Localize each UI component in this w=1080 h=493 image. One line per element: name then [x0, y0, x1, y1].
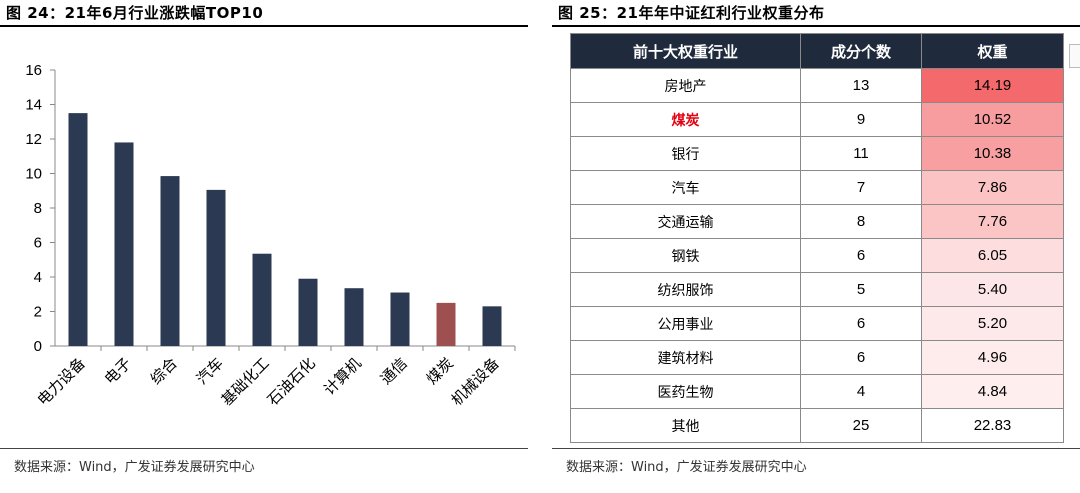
table-row: 其他 25 22.83 — [570, 408, 1064, 443]
bar — [160, 176, 180, 346]
bar — [436, 302, 456, 346]
left-figure: 图 24：21年6月行业涨跌幅TOP10 0 2 4 6 8 10 12 14 16 电力设备 电子… — [0, 0, 528, 493]
y-tick-label: 2 — [34, 304, 42, 321]
count-cell: 11 — [800, 136, 922, 171]
table-body: 房地产 13 14.19 煤炭 9 10.52 银行 11 10.38 汽车 7 7.86 交通运输 8 7… — [570, 68, 1064, 443]
table-row: 煤炭 9 10.52 — [570, 102, 1064, 137]
y-tick-label: 10 — [25, 166, 42, 183]
y-tick-label: 4 — [34, 269, 42, 286]
table-header-row: 前十大权重行业 成分个数 权重 — [570, 33, 1064, 69]
bar — [482, 306, 502, 346]
bar — [390, 292, 410, 346]
industry-cell: 钢铁 — [570, 238, 801, 273]
industry-cell: 煤炭 — [570, 102, 801, 137]
table-row: 钢铁 6 6.05 — [570, 238, 1064, 273]
weight-cell: 7.86 — [921, 170, 1064, 205]
y-tick-label: 12 — [25, 131, 42, 148]
header-count: 成分个数 — [800, 33, 922, 69]
bar — [344, 288, 364, 346]
weight-cell: 14.19 — [921, 68, 1064, 103]
bar — [298, 278, 318, 346]
y-tick-label: 0 — [34, 338, 42, 355]
industry-cell: 汽车 — [570, 170, 801, 205]
category-label: 综合 — [147, 354, 181, 388]
industry-cell: 纺织服饰 — [570, 272, 801, 307]
right-figure: 图 25：21年年中证红利行业权重分布 前十大权重行业 成分个数 权重 房地产 1… — [552, 0, 1080, 493]
industry-cell: 银行 — [570, 136, 801, 171]
industry-cell: 医药生物 — [570, 374, 801, 409]
y-tick-label: 8 — [34, 200, 42, 217]
category-label: 机械设备 — [448, 354, 503, 409]
table-row: 银行 11 10.38 — [570, 136, 1064, 171]
bar — [68, 113, 88, 346]
industry-cell: 交通运输 — [570, 204, 801, 239]
weight-cell: 22.83 — [921, 408, 1064, 443]
header-weight: 权重 — [921, 33, 1064, 69]
table-row: 房地产 13 14.19 — [570, 68, 1064, 103]
category-label: 电子 — [101, 354, 135, 388]
count-cell: 8 — [800, 204, 922, 239]
category-label: 汽车 — [193, 354, 227, 388]
count-cell: 5 — [800, 272, 922, 307]
table-row: 交通运输 8 7.76 — [570, 204, 1064, 239]
right-figure-title: 图 25：21年年中证红利行业权重分布 — [558, 4, 825, 22]
weight-cell: 4.96 — [921, 340, 1064, 375]
left-title-rule — [0, 25, 528, 27]
scroll-edge — [1069, 44, 1080, 68]
bar — [252, 253, 272, 346]
count-cell: 13 — [800, 68, 922, 103]
y-tick-label: 6 — [34, 235, 42, 252]
bar — [206, 189, 226, 346]
weight-table: 前十大权重行业 成分个数 权重 房地产 13 14.19 煤炭 9 10.52 银行 11 10… — [570, 33, 1064, 443]
header-industry: 前十大权重行业 — [570, 33, 801, 69]
count-cell: 25 — [800, 408, 922, 443]
count-cell: 4 — [800, 374, 922, 409]
category-label: 电力设备 — [34, 354, 89, 409]
left-bottom-rule — [0, 448, 528, 449]
count-cell: 6 — [800, 306, 922, 341]
count-cell: 7 — [800, 170, 922, 205]
right-title-rule — [552, 25, 1080, 27]
table-row: 汽车 7 7.86 — [570, 170, 1064, 205]
category-label: 通信 — [377, 354, 411, 388]
weight-cell: 10.38 — [921, 136, 1064, 171]
category-label: 石油石化 — [264, 354, 319, 409]
weight-cell: 5.20 — [921, 306, 1064, 341]
table-row: 医药生物 4 4.84 — [570, 374, 1064, 409]
count-cell: 9 — [800, 102, 922, 137]
table-row: 建筑材料 6 4.96 — [570, 340, 1064, 375]
y-tick-label: 16 — [25, 62, 42, 79]
industry-cell: 建筑材料 — [570, 340, 801, 375]
table-row: 纺织服饰 5 5.40 — [570, 272, 1064, 307]
right-source-note: 数据来源：Wind，广发证券发展研究中心 — [566, 460, 807, 475]
weight-cell: 10.52 — [921, 102, 1064, 137]
category-label: 煤炭 — [423, 354, 457, 388]
industry-cell: 其他 — [570, 408, 801, 443]
left-source-note: 数据来源：Wind，广发证券发展研究中心 — [14, 460, 255, 475]
industry-cell: 公用事业 — [570, 306, 801, 341]
weight-cell: 6.05 — [921, 238, 1064, 273]
left-figure-title: 图 24：21年6月行业涨跌幅TOP10 — [6, 4, 264, 22]
industry-cell: 房地产 — [570, 68, 801, 103]
category-label: 计算机 — [320, 354, 365, 399]
weight-cell: 5.40 — [921, 272, 1064, 307]
weight-cell: 4.84 — [921, 374, 1064, 409]
count-cell: 6 — [800, 340, 922, 375]
count-cell: 6 — [800, 238, 922, 273]
y-tick-label: 14 — [25, 97, 42, 114]
category-label: 基础化工 — [218, 354, 273, 409]
table-row: 公用事业 6 5.20 — [570, 306, 1064, 341]
weight-cell: 7.76 — [921, 204, 1064, 239]
right-bottom-rule — [552, 448, 1080, 449]
bar — [114, 142, 134, 346]
